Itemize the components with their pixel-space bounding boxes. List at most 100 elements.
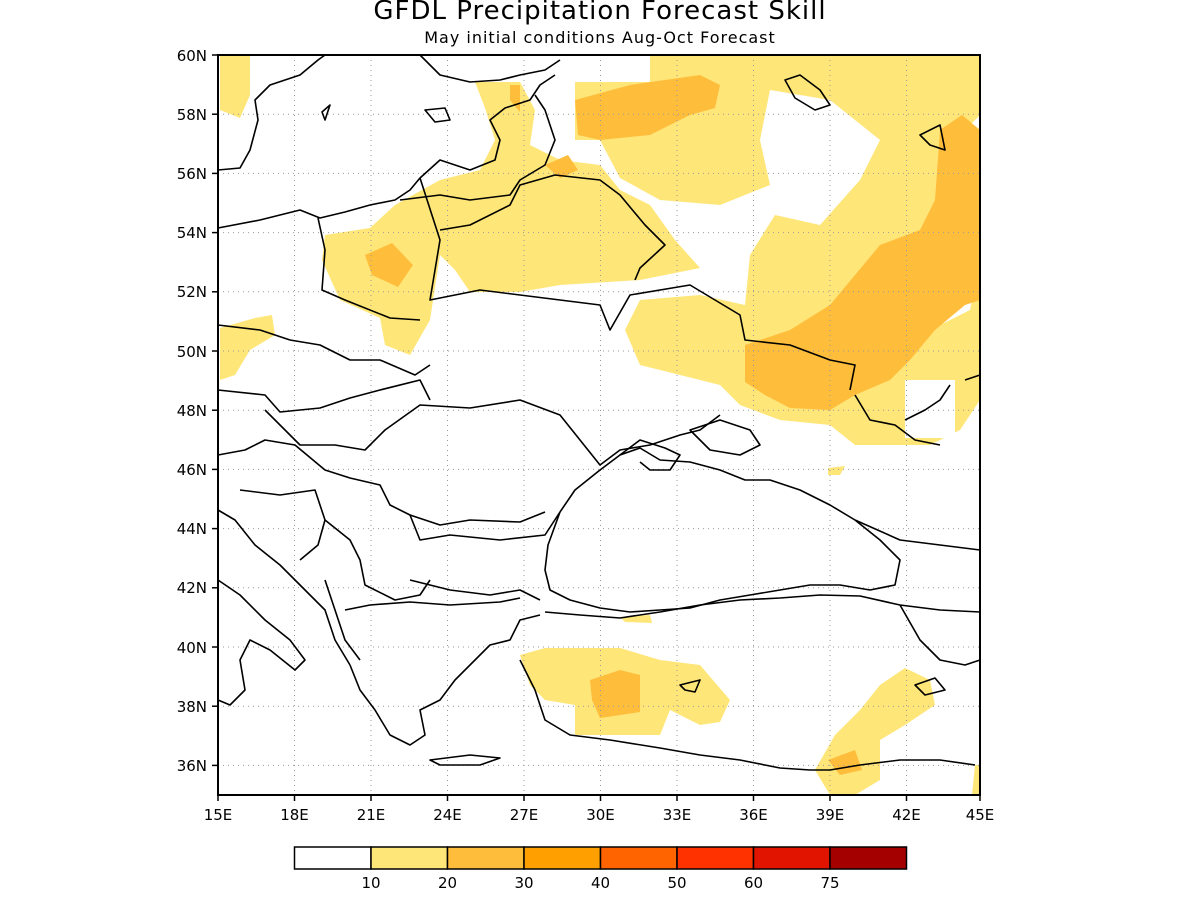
shade-latvia-core [545, 155, 578, 178]
axis-ticks [212, 54, 981, 801]
coast-greece [349, 614, 541, 746]
lon-labels: 15E 18E 21E 24E 27E 30E 33E 36E 39E 42E … [204, 806, 995, 824]
shade-turkey-core [590, 670, 640, 718]
map-subtitle: May initial conditions Aug-Oct Forecast [424, 28, 776, 47]
border-turkey-syria [829, 759, 976, 771]
shade-russia-core [745, 115, 980, 410]
coast-sweden [217, 54, 326, 171]
coast-turkey-north [544, 594, 981, 619]
lon-tick-label: 24E [433, 806, 462, 824]
border-croatia-serbia [217, 439, 561, 541]
border-czech-slovakia [217, 324, 431, 376]
lat-tick-label: 40N [177, 639, 207, 657]
coast-crete [429, 754, 501, 766]
lon-tick-label: 15E [204, 806, 233, 824]
coast-cyprus [679, 679, 701, 693]
border-baltics [399, 94, 556, 201]
lat-labels: 36N 38N 40N 42N 44N 46N 48N 50N 52N 54N … [177, 47, 207, 775]
legend-label: 75 [820, 874, 839, 892]
shade-west-edge [220, 315, 275, 380]
lon-tick-label: 30E [586, 806, 615, 824]
lat-tick-label: 38N [177, 698, 207, 716]
color-legend: 10 20 30 40 50 60 75 [293, 846, 908, 892]
lat-tick-label: 50N [177, 343, 207, 361]
border-volga-edge [904, 384, 951, 421]
lat-tick-label: 58N [177, 106, 207, 124]
coast-finland [419, 54, 561, 83]
legend-swatch [752, 846, 831, 870]
coast-italy [217, 579, 306, 706]
legend-labels: 10 20 30 40 50 60 75 [361, 874, 839, 892]
border-poland-germany [317, 217, 421, 321]
shade-baltic-belarus [322, 82, 700, 355]
coast-gotland [321, 104, 331, 121]
border-turkey-east [899, 604, 981, 666]
coast-baltic-south [217, 74, 556, 229]
legend-label: 40 [591, 874, 610, 892]
legend-swatch [293, 846, 372, 870]
lon-tick-label: 39E [816, 806, 845, 824]
legend-label: 50 [667, 874, 686, 892]
coastlines-borders [217, 54, 981, 771]
grid-lines [218, 55, 980, 795]
shade-gap-volga [905, 380, 955, 438]
lat-tick-label: 44N [177, 520, 207, 538]
coast-saaremaa [424, 107, 451, 123]
lon-tick-label: 45E [966, 806, 995, 824]
lat-tick-label: 48N [177, 402, 207, 420]
skill-shading [220, 55, 980, 795]
lon-tick-label: 21E [357, 806, 386, 824]
legend-boxes [293, 846, 908, 870]
lat-tick-label: 52N [177, 283, 207, 301]
border-greece-north [344, 597, 521, 611]
legend-swatch [523, 846, 602, 870]
lon-tick-label: 27E [510, 806, 539, 824]
map-frame [217, 54, 981, 796]
coast-caspian [964, 374, 981, 381]
border-hungary-romania [264, 399, 721, 466]
border-belarus-north [439, 174, 666, 281]
lat-tick-label: 46N [177, 461, 207, 479]
lat-tick-label: 42N [177, 579, 207, 597]
legend-label: 30 [514, 874, 533, 892]
coast-azov [689, 419, 761, 456]
shade-poland-core [365, 243, 413, 287]
legend-swatch [446, 846, 525, 870]
legend-swatch [370, 846, 449, 870]
lat-tick-label: 54N [177, 224, 207, 242]
coast-rybinsk [919, 124, 946, 151]
legend-swatch [599, 846, 678, 870]
legend-swatch [829, 846, 908, 870]
border-bosnia [239, 489, 326, 561]
lon-tick-label: 18E [280, 806, 309, 824]
lat-tick-label: 56N [177, 165, 207, 183]
shade-nw-corner [220, 55, 250, 118]
legend-swatch [676, 846, 755, 870]
legend-label: 20 [438, 874, 457, 892]
coast-crimea [619, 439, 681, 471]
shade-east-edge [972, 765, 980, 795]
border-austria-hungary [217, 379, 431, 413]
border-russia-kazakh [854, 394, 941, 446]
coast-adriatic [217, 509, 351, 666]
legend-label: 60 [744, 874, 763, 892]
shade-balt-core [510, 85, 520, 112]
lon-tick-label: 36E [739, 806, 768, 824]
border-bulgaria-south [409, 579, 541, 601]
legend-label: 10 [361, 874, 380, 892]
border-albania [324, 579, 361, 661]
lon-tick-label: 42E [892, 806, 921, 824]
lat-tick-label: 36N [177, 757, 207, 775]
shade-estonia-core [575, 75, 720, 140]
lon-tick-label: 33E [663, 806, 692, 824]
coast-turkey-south [519, 659, 830, 771]
coast-lake-van [914, 677, 946, 696]
border-romania-bulgaria [409, 511, 546, 526]
border-georgia [854, 519, 981, 551]
coast-black-sea [544, 447, 901, 613]
shade-small-crimea [828, 466, 845, 475]
border-poland-east [419, 177, 856, 391]
lat-tick-label: 60N [177, 47, 207, 65]
coast-ladoga [784, 74, 831, 111]
